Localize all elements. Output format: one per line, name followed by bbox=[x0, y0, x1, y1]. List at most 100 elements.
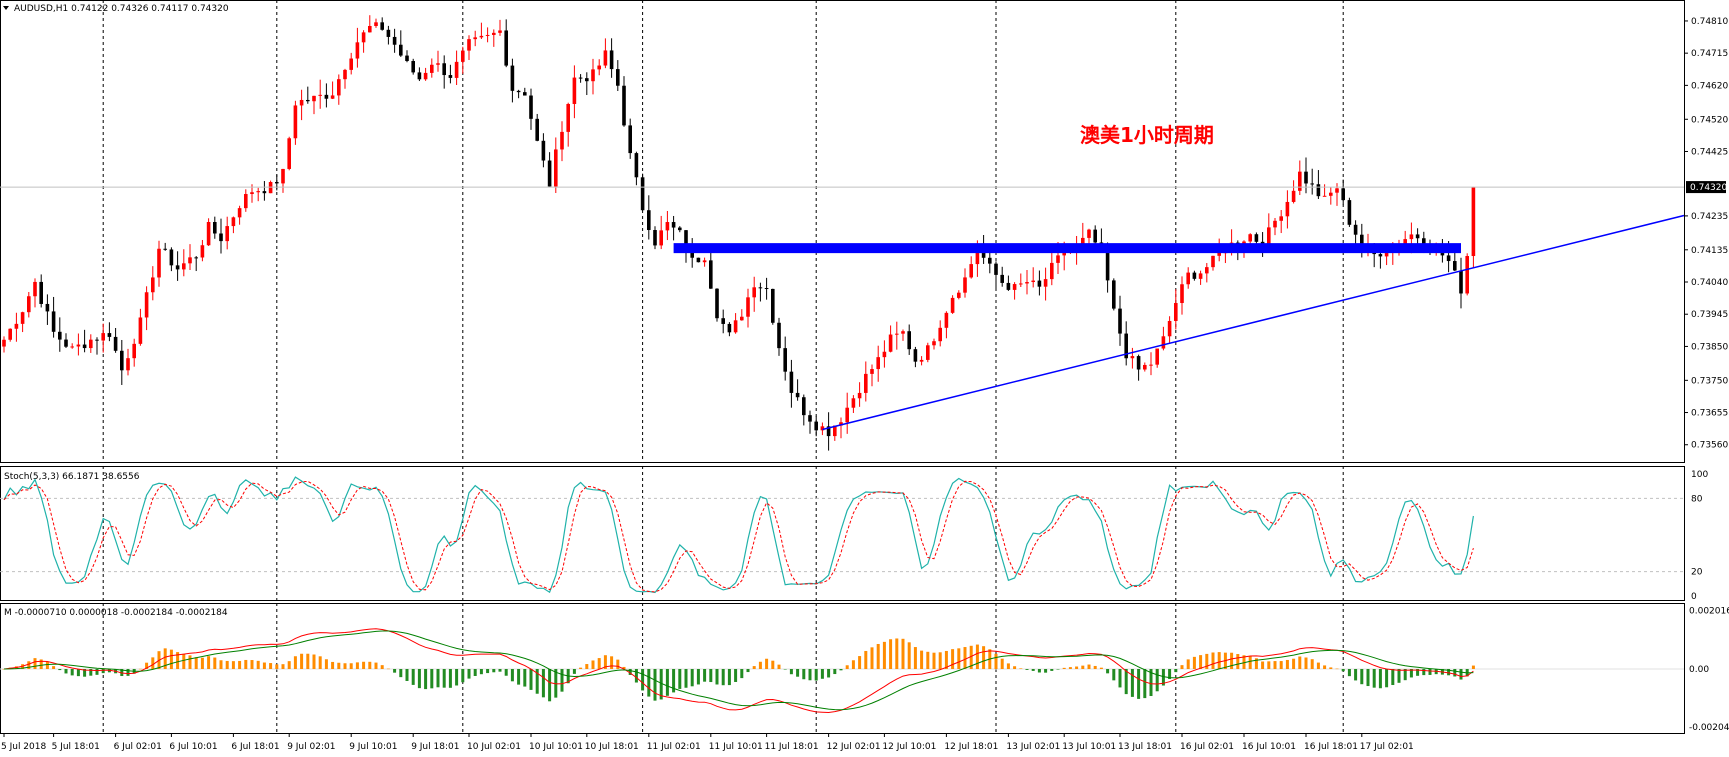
macd-bar bbox=[151, 657, 155, 669]
candle bbox=[82, 329, 87, 353]
candle bbox=[504, 19, 508, 68]
macd-bar bbox=[529, 669, 533, 690]
candle bbox=[430, 58, 434, 78]
candle bbox=[671, 215, 676, 241]
candle bbox=[957, 290, 961, 300]
macd-bar bbox=[1323, 665, 1327, 669]
candle-body bbox=[1124, 333, 1128, 359]
candle bbox=[833, 425, 837, 441]
candle-body bbox=[1192, 272, 1197, 279]
candle-body bbox=[318, 94, 322, 96]
macd-bar bbox=[1347, 669, 1351, 677]
candle bbox=[361, 30, 366, 53]
candle bbox=[473, 30, 477, 47]
candle bbox=[554, 137, 558, 193]
candle-body bbox=[647, 210, 651, 231]
macd-bar bbox=[696, 669, 700, 685]
candle bbox=[219, 218, 223, 254]
candle bbox=[1310, 168, 1314, 195]
candle-body bbox=[684, 230, 688, 252]
macd-bar bbox=[1031, 669, 1035, 671]
candle-body bbox=[194, 257, 198, 259]
macd-bar bbox=[461, 669, 465, 683]
macd-bar bbox=[293, 656, 297, 669]
candle bbox=[541, 133, 546, 168]
macd-bar bbox=[870, 647, 874, 669]
candle-body bbox=[275, 182, 279, 184]
candle bbox=[1000, 266, 1004, 287]
candle bbox=[20, 311, 25, 333]
time-tick-label: 16 Jul 18:01 bbox=[1304, 742, 1358, 752]
macd-bar bbox=[944, 650, 948, 669]
candle bbox=[58, 317, 62, 352]
macd-bar bbox=[1298, 656, 1302, 669]
candle-body bbox=[746, 297, 750, 317]
candle-body bbox=[1471, 187, 1476, 257]
candle-body bbox=[1149, 364, 1153, 366]
candle bbox=[1198, 270, 1203, 285]
candle bbox=[845, 392, 849, 434]
candle bbox=[1149, 352, 1153, 376]
candle bbox=[1130, 347, 1135, 369]
candle-body bbox=[975, 249, 980, 265]
candle bbox=[498, 19, 502, 36]
candle-body bbox=[585, 78, 589, 82]
macd-bar bbox=[1372, 669, 1376, 688]
candle-body bbox=[281, 168, 285, 184]
candle-body bbox=[126, 358, 130, 371]
candle bbox=[1186, 267, 1190, 289]
candle-body bbox=[529, 95, 533, 119]
candle-body bbox=[833, 425, 837, 437]
macd-bar bbox=[455, 669, 459, 686]
candle bbox=[194, 256, 198, 272]
time-tick-label: 17 Jul 02:01 bbox=[1360, 742, 1414, 752]
macd-bar bbox=[126, 669, 130, 676]
macd-bar bbox=[907, 642, 911, 669]
macd-bar bbox=[188, 655, 192, 669]
price-tick-label: 0.74135 bbox=[1691, 246, 1728, 256]
candle bbox=[1205, 263, 1209, 283]
candle-body bbox=[919, 359, 924, 362]
candle-body bbox=[671, 222, 676, 228]
candle-body bbox=[1012, 284, 1017, 290]
macd-bar bbox=[994, 653, 998, 669]
candle-body bbox=[1453, 261, 1457, 271]
candle-body bbox=[1378, 254, 1383, 257]
price-tick-label: 0.74040 bbox=[1691, 278, 1728, 288]
macd-bar bbox=[622, 666, 626, 669]
candle-body bbox=[609, 50, 614, 70]
macd-bar bbox=[951, 649, 955, 669]
macd-bar bbox=[548, 669, 552, 702]
candle bbox=[547, 152, 552, 187]
candle-body bbox=[702, 260, 707, 263]
macd-bar bbox=[33, 658, 37, 669]
macd-bar bbox=[163, 648, 167, 669]
macd-bar bbox=[1391, 669, 1395, 686]
candle-body bbox=[516, 90, 521, 93]
time-tick-label: 13 Jul 10:01 bbox=[1062, 742, 1116, 752]
candle bbox=[454, 50, 459, 86]
macd-bar bbox=[1403, 669, 1407, 681]
macd-bar bbox=[1341, 669, 1345, 672]
macd-bar bbox=[1168, 669, 1172, 680]
candle bbox=[1019, 273, 1023, 288]
candle-body bbox=[492, 32, 496, 35]
candle bbox=[405, 50, 409, 63]
candle bbox=[740, 309, 744, 321]
candle-body bbox=[250, 192, 254, 195]
candle bbox=[157, 240, 161, 287]
candle-body bbox=[721, 318, 725, 324]
candle-body bbox=[504, 30, 508, 66]
candle-body bbox=[213, 221, 217, 234]
macd-bar bbox=[405, 669, 409, 681]
candle bbox=[14, 312, 19, 342]
macd-bar bbox=[932, 652, 936, 669]
macd-bar bbox=[504, 669, 508, 676]
candle bbox=[665, 211, 670, 241]
macd-bar bbox=[510, 669, 514, 682]
candle-body bbox=[58, 331, 62, 340]
candle bbox=[120, 339, 124, 385]
candle bbox=[857, 382, 862, 407]
candle-body bbox=[622, 85, 626, 126]
candle bbox=[45, 294, 50, 325]
